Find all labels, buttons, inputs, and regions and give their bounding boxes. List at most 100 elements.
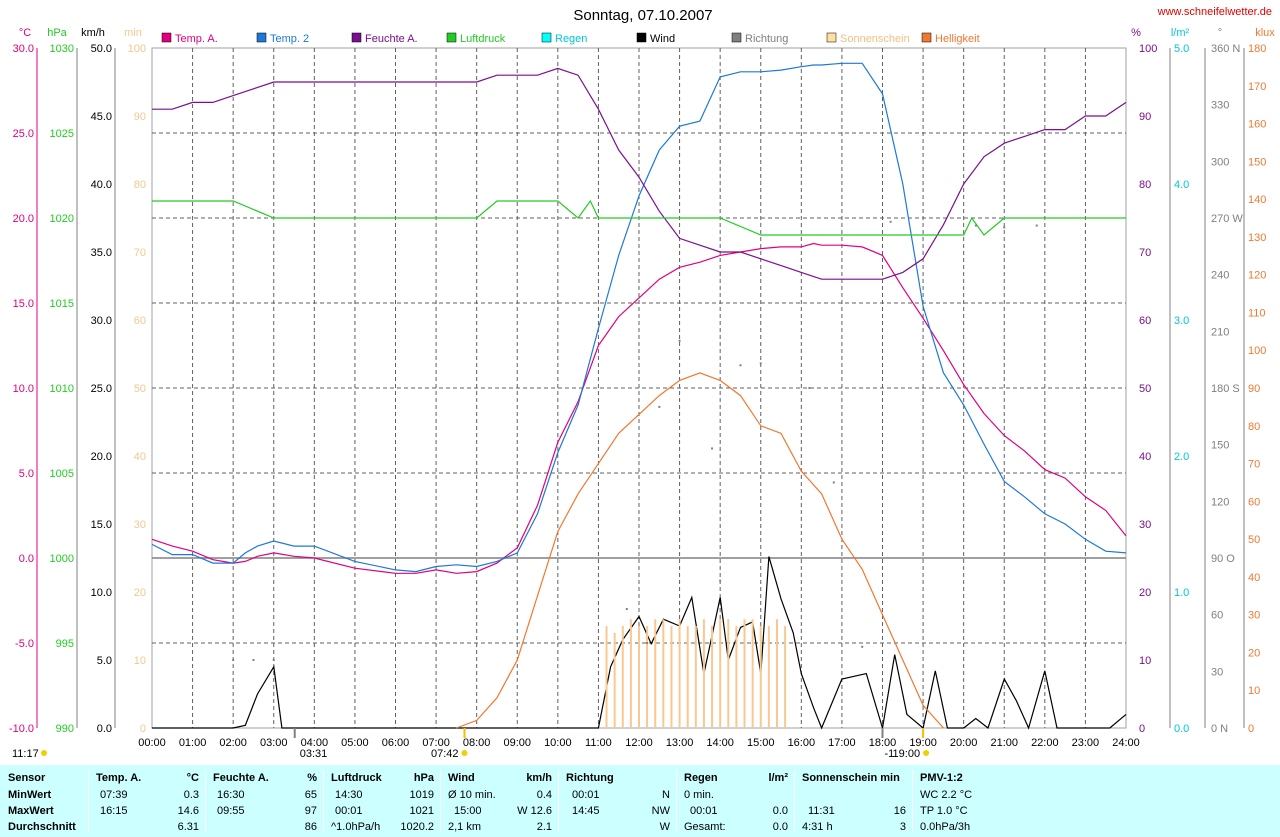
site-link[interactable]: www.schneifelwetter.de — [1157, 6, 1272, 18]
wind-axis-tick: 30.0 — [91, 315, 112, 327]
direction-min-time: 00:01 — [572, 789, 600, 801]
pressure-column: Luftdruck hPa 14:30 1019 00:01 1021 ^1.0hPa… — [323, 765, 440, 837]
sun-axis-tick: 80 — [134, 179, 146, 191]
sun-axis-tick: 70 — [134, 247, 146, 259]
moon-marker-18-label: -1 — [885, 748, 895, 760]
x-tick-label: 18:00 — [869, 737, 897, 749]
pressure-axis-tick: 995 — [56, 638, 74, 650]
brightness-axis-tick: 130 — [1248, 232, 1266, 244]
direction-axis-tick: 240 — [1211, 270, 1229, 282]
pressure-avg-value: 1020.2 — [400, 821, 434, 833]
direction-point — [759, 362, 762, 365]
column-divider — [558, 770, 559, 832]
brightness-axis-tick: 50 — [1248, 534, 1260, 546]
pressure-axis-tick: 1030 — [50, 43, 74, 55]
wind-min-label: Ø 10 min. — [448, 789, 496, 801]
wind-max-value: W 12.6 — [517, 805, 552, 817]
brightness-axis-tick: 30 — [1248, 610, 1260, 622]
pmv-dewpoint: TP 1.0 °C — [920, 805, 968, 817]
rain-max-value: 0.0 — [772, 805, 788, 817]
x-tick-label: 19:00 — [909, 737, 937, 749]
chart-title: Sonntag, 07.10.2007 — [573, 7, 712, 24]
x-tick-label: 21:00 — [990, 737, 1018, 749]
temp-axis-tick: 0.0 — [19, 553, 34, 565]
x-tick-label: 17:00 — [828, 737, 856, 749]
direction-axis-tick: 30 — [1211, 666, 1223, 678]
humidity-axis-tick: 40 — [1139, 451, 1151, 463]
legend-swatch — [541, 32, 552, 43]
direction-unit-label: ° — [1218, 27, 1222, 39]
rain-axis-tick: 5.0 — [1174, 43, 1189, 55]
direction-axis-tick: 90 O — [1211, 553, 1235, 565]
legend-label: Regen — [555, 33, 587, 45]
brightness-axis-tick: 40 — [1248, 572, 1260, 584]
legend-label: Sonnenschein — [840, 33, 910, 45]
wind-distance: 2,1 km — [448, 821, 482, 833]
temp-axis-tick: 20.0 — [13, 213, 34, 225]
x-tick-label: 07:00 — [422, 737, 450, 749]
humidity-axis-tick: 30 — [1139, 519, 1151, 531]
column-divider — [912, 770, 913, 832]
brightness-axis-tick: 20 — [1248, 647, 1260, 659]
x-tick-label: 15:00 — [747, 737, 775, 749]
direction-axis-tick: 150 — [1211, 440, 1229, 452]
pressure-header: Luftdruck — [331, 772, 382, 784]
sunshine-max-time: 11:31 — [808, 805, 835, 817]
column-divider — [88, 770, 89, 832]
x-tick-label: 00:00 — [138, 737, 166, 749]
x-tick-label: 08:00 — [463, 737, 491, 749]
rain-axis-tick: 3.0 — [1174, 315, 1189, 327]
row-label-max: MaxWert — [8, 805, 54, 817]
direction-point — [232, 659, 235, 661]
legend-swatch — [161, 32, 172, 43]
brightness-axis-tick: 170 — [1248, 81, 1266, 93]
left-axes: 30.025.020.015.010.05.00.0-5.0-10.010301… — [9, 43, 146, 735]
direction-axis-tick: 270 W — [1211, 213, 1243, 225]
direction-point — [711, 447, 714, 450]
pressure-trend: ^1.0hPa/h — [331, 821, 381, 833]
pmv-header: PMV-1:2 — [920, 772, 963, 784]
sensor-header: Sensor — [8, 772, 46, 784]
x-tick-label: 04:00 — [301, 737, 329, 749]
wind-axis-tick: 20.0 — [91, 451, 112, 463]
brightness-axis-tick: 80 — [1248, 421, 1260, 433]
moonset-time: 03:31 — [300, 748, 328, 760]
x-tick-label: 11:00 — [585, 737, 612, 749]
sunrise-sun-icon — [461, 750, 468, 756]
temp-axis-tick: -5.0 — [15, 638, 34, 650]
x-tick-label: 12:00 — [625, 737, 653, 749]
grid — [152, 48, 1126, 728]
temp-min-time: 07:39 — [100, 789, 128, 801]
sun-axis-tick: 50 — [134, 383, 146, 395]
humidity-header: Feuchte A. — [213, 772, 269, 784]
humidity-axis-tick: 80 — [1139, 179, 1151, 191]
brightness-axis-tick: 100 — [1248, 345, 1266, 357]
legend-label: Feuchte A. — [365, 33, 418, 45]
humidity-max-time: 09:55 — [217, 805, 245, 817]
sensor-column: Sensor MinWert MaxWert Durchschnitt — [0, 765, 88, 837]
rain-axis-tick: 2.0 — [1174, 451, 1189, 463]
x-tick-label: 10:00 — [544, 737, 572, 749]
brightness-unit-label: klux — [1255, 27, 1275, 39]
weather-chart: Sonntag, 07.10.2007 www.schneifelwetter.… — [9, 6, 1275, 760]
sunshine-avg-value: 3 — [899, 821, 906, 833]
sunshine-column: Sonnenschein min 11:31 16 4:31 h 3 — [794, 765, 912, 837]
sunshine-header: Sonnenschein min — [802, 772, 900, 784]
sunset-time: 19:00 — [893, 748, 921, 760]
humidity-axis-tick: 20 — [1139, 587, 1151, 599]
pmv-windchill: WC 2.2 °C — [920, 789, 973, 801]
legend-swatch — [921, 32, 932, 43]
temp-axis-tick: -10.0 — [9, 723, 34, 735]
pressure-axis-tick: 1005 — [50, 468, 74, 480]
series — [151, 62, 1127, 730]
wind-axis-tick: 35.0 — [91, 247, 112, 259]
humidity-axis-tick: 0 — [1139, 723, 1145, 735]
brightness-axis-tick: 150 — [1248, 156, 1266, 168]
sunshine-max-value: 16 — [893, 805, 906, 817]
wind-axis-tick: 10.0 — [91, 587, 112, 599]
temp-max-time: 16:15 — [100, 805, 128, 817]
sun-axis-tick: 90 — [134, 111, 146, 123]
wind-max-time: 15:00 — [454, 805, 482, 817]
wind-avg-value: 2.1 — [536, 821, 552, 833]
x-tick-label: 05:00 — [341, 737, 369, 749]
